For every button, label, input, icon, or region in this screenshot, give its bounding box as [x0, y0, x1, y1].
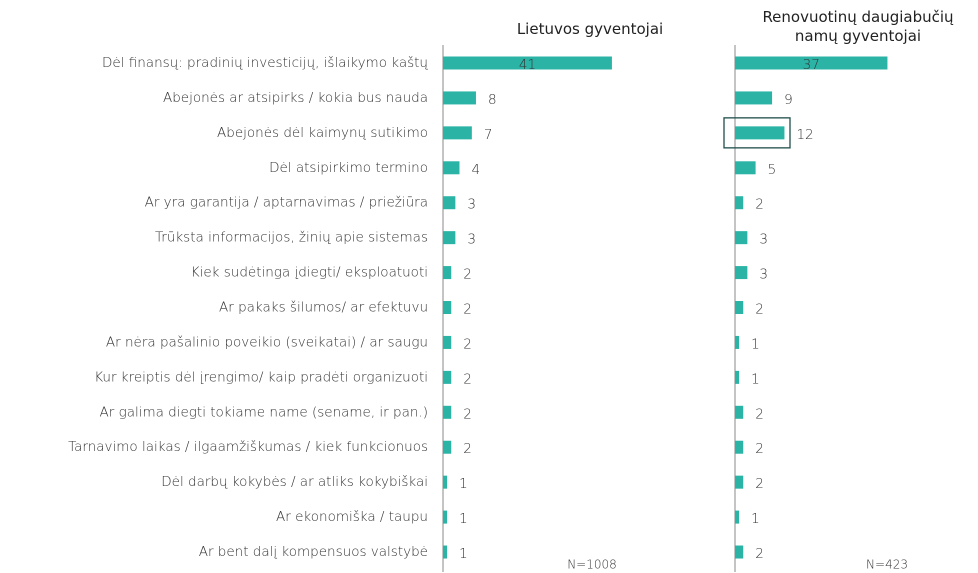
- value-label: 3: [467, 197, 476, 213]
- bar: [735, 231, 748, 245]
- category-label: Ar yra garantija / aptarnavimas / prieži…: [145, 195, 428, 211]
- value-label: 3: [759, 232, 768, 248]
- highlight-box: [723, 117, 791, 149]
- value-label: 1: [751, 336, 760, 352]
- bar: [735, 301, 744, 315]
- value-label: 3: [467, 232, 476, 248]
- value-label: 2: [755, 302, 764, 318]
- bar: [735, 91, 773, 105]
- category-label: Kiek sudėtinga įdiegti/ eksploatuoti: [191, 265, 428, 281]
- value-label: 2: [463, 267, 472, 283]
- value-label: 5: [768, 162, 777, 178]
- category-label: Abejonės ar atsipirks / kokia bus nauda: [163, 90, 428, 106]
- category-label: Ar bent dalį kompensuos valstybė: [199, 544, 428, 560]
- category-label: Trūksta informacijos, žinių apie sistema…: [155, 230, 428, 246]
- bar: [443, 56, 612, 70]
- value-label: 2: [463, 406, 472, 422]
- value-label: 41: [519, 57, 536, 73]
- sample-size: N=423: [866, 558, 908, 572]
- value-label: 3: [759, 267, 768, 283]
- value-label: 2: [755, 441, 764, 457]
- bar: [443, 475, 448, 489]
- category-label: Dėl atsipirkimo termino: [269, 160, 428, 176]
- category-label: Ar nėra pašalinio poveikio (sveikatai) /…: [106, 334, 428, 350]
- bar: [735, 545, 744, 559]
- bar: [735, 126, 785, 140]
- value-label: 2: [463, 336, 472, 352]
- bar: [735, 440, 744, 454]
- category-label: Abejonės dėl kaimynų sutikimo: [217, 125, 428, 141]
- category-label: Tarnavimo laikas / ilgaamžiškumas / kiek…: [68, 439, 428, 455]
- bar: [443, 370, 452, 384]
- value-label: 2: [755, 197, 764, 213]
- bar: [735, 335, 740, 349]
- bar: [443, 335, 452, 349]
- bar: [443, 405, 452, 419]
- value-label: 1: [459, 511, 468, 527]
- category-label: Ar pakaks šilumos/ ar efektuvu: [219, 300, 428, 316]
- bar: [735, 475, 744, 489]
- value-label: 2: [463, 441, 472, 457]
- bar: [443, 196, 456, 210]
- category-label: Ar ekonomiška / taupu: [276, 509, 428, 525]
- sample-size: N=1008: [567, 558, 617, 572]
- bar: [443, 440, 452, 454]
- value-label: 1: [459, 546, 468, 562]
- value-label: 2: [755, 406, 764, 422]
- bar: [443, 231, 456, 245]
- bar: [443, 266, 452, 280]
- value-label: 2: [463, 371, 472, 387]
- value-label: 2: [755, 476, 764, 492]
- value-label: 1: [459, 476, 468, 492]
- value-label: 1: [751, 371, 760, 387]
- panel-title: Lietuvos gyventojai: [516, 20, 664, 38]
- bar: [735, 196, 744, 210]
- bar: [735, 56, 888, 70]
- value-label: 9: [784, 92, 793, 108]
- category-label: Dėl finansų: pradinių investicijų, išlai…: [102, 55, 428, 71]
- value-label: 7: [484, 127, 493, 143]
- category-label: Dėl darbų kokybės / ar atliks kokybiškai: [161, 474, 428, 490]
- value-label: 12: [796, 127, 813, 143]
- bar: [443, 91, 476, 105]
- bar: [443, 301, 452, 315]
- bar: [443, 161, 460, 175]
- bar: [443, 545, 448, 559]
- value-label: 4: [471, 162, 480, 178]
- panel-title: Renovuotinų daugiabučių namų gyventojai: [762, 8, 954, 45]
- category-label: Ar galima diegti tokiame name (sename, i…: [100, 404, 428, 420]
- value-label: 37: [803, 57, 820, 73]
- value-label: 8: [488, 92, 497, 108]
- bar: [735, 510, 740, 524]
- value-label: 1: [751, 511, 760, 527]
- bar: [735, 370, 740, 384]
- value-label: 2: [463, 302, 472, 318]
- bar: [443, 510, 448, 524]
- bar: [735, 405, 744, 419]
- bar: [443, 126, 472, 140]
- bar: [735, 266, 748, 280]
- value-label: 2: [755, 546, 764, 562]
- bar: [735, 161, 756, 175]
- category-label: Kur kreiptis dėl įrengimo/ kaip pradėti …: [94, 369, 428, 385]
